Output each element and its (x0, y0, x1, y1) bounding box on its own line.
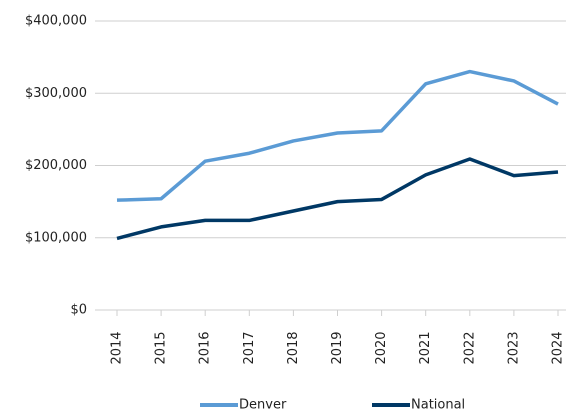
legend-label: National (411, 398, 465, 413)
x-tick-label: 2019 (330, 331, 345, 364)
x-tick-label: 2023 (506, 331, 521, 364)
x-tick-label: 2021 (418, 331, 433, 364)
x-tick-label: 2022 (462, 331, 477, 364)
y-tick-label: $100,000 (25, 230, 87, 245)
series-line (116, 69, 559, 202)
x-tick-label: 2015 (154, 331, 169, 364)
x-tick-label: 2017 (242, 331, 257, 364)
y-tick-label: $0 (70, 303, 87, 318)
x-tick-label: 2024 (551, 331, 566, 364)
series-line (116, 157, 559, 241)
y-tick-label: $300,000 (25, 86, 87, 101)
x-tick-label: 2020 (374, 331, 389, 364)
x-tick-label: 2016 (198, 331, 213, 364)
y-tick-label: $200,000 (25, 158, 87, 173)
y-tick-label: $400,000 (25, 14, 87, 29)
legend-label: Denver (239, 398, 287, 413)
x-tick-label: 2014 (110, 331, 125, 364)
x-tick-label: 2018 (286, 331, 301, 364)
